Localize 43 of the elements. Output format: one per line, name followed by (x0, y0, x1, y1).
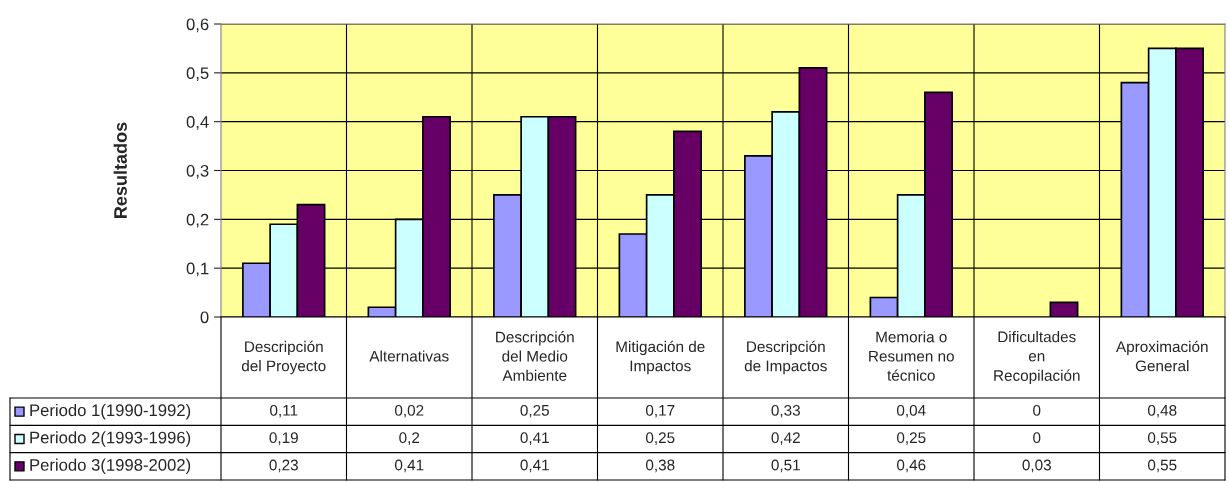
data-label: 0,25 (520, 404, 549, 418)
x-tick-label: Descripción del Proyecto (241, 340, 326, 375)
data-label: 0 (1033, 432, 1041, 444)
x-tick-label: Descripción del Medio Ambiente (496, 331, 574, 381)
x-tick-label: Mitigación de Impactos (616, 340, 705, 375)
data-label: 0,03 (1022, 459, 1051, 473)
legend-label: Periodo 1(1990-1992) (30, 403, 191, 420)
y-tick-label: 0,3 (186, 164, 209, 179)
data-label: 0,51 (771, 459, 800, 473)
data-label: 0,17 (645, 404, 675, 418)
y-tick-label: 0 (200, 311, 209, 324)
data-label: 0,41 (520, 459, 549, 473)
data-label: 0,48 (1147, 404, 1177, 418)
data-label: 0,02 (394, 404, 424, 418)
data-label: 0,41 (520, 432, 549, 445)
data-label: 0,25 (896, 432, 926, 445)
x-tick-label: Aproximación General (1116, 340, 1208, 372)
data-label: 0,38 (645, 459, 675, 473)
data-label: 0,41 (394, 459, 424, 473)
x-tick-label: Dificultades en Recopilación (994, 331, 1080, 384)
data-label: 0,42 (771, 432, 800, 445)
x-tick-label: Memoria o Resumen no técnico (869, 331, 954, 381)
data-label: 0,2 (399, 432, 420, 445)
data-label: 0,11 (270, 404, 298, 418)
data-label: 0,23 (269, 459, 298, 473)
y-tick-label: 0,6 (186, 18, 209, 33)
data-label: 0 (1033, 404, 1041, 416)
data-label: 0,19 (269, 432, 298, 445)
y-tick-label: 0,5 (186, 67, 209, 82)
data-label: 0,04 (896, 404, 926, 418)
legend-label: Periodo 3(1998-2002) (30, 458, 191, 475)
legend-label: Periodo 2(1993-1996) (30, 431, 191, 447)
data-label: 0,55 (1147, 432, 1177, 445)
data-label: 0,33 (771, 404, 800, 418)
x-tick-label: Alternativas (369, 350, 449, 362)
data-label: 0,25 (645, 432, 675, 445)
y-tick-label: 0,4 (186, 116, 209, 130)
y-axis-title: Resultados (113, 122, 127, 218)
y-tick-label: 0,1 (186, 262, 209, 277)
y-tick-label: 0,2 (186, 213, 209, 228)
data-label: 0,46 (896, 459, 926, 473)
x-tick-label: Descripción de Impactos (744, 340, 827, 375)
data-label: 0,55 (1147, 459, 1177, 473)
